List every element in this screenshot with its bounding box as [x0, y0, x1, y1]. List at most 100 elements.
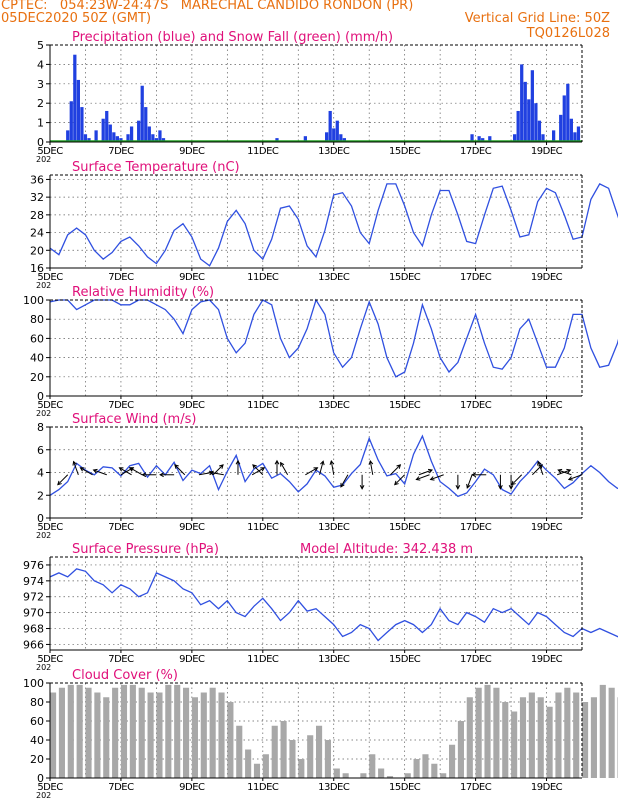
- x-year-stub: 202: [36, 791, 51, 800]
- wind-arrow-shaft: [568, 474, 583, 481]
- x-tick-label: 15DEC: [389, 782, 421, 793]
- wind-arrow: [57, 474, 69, 486]
- x-tick-label: 9DEC: [179, 522, 205, 533]
- panel-2: 0 20 40 60 80 100 5DEC 7DEC 9DEC 11DEC 13DEC 15DEC 1…: [23, 285, 618, 418]
- y-tick-label: 0: [37, 390, 44, 403]
- x-tick-label: 19DEC: [531, 522, 563, 533]
- wind-arrow-head: [118, 467, 124, 472]
- wind-arrow: [340, 474, 349, 488]
- x-year-stub: 202: [36, 531, 51, 540]
- cloud-bar: [191, 697, 198, 778]
- wind-arrow-shaft: [251, 467, 265, 476]
- x-tick-label: 19DEC: [531, 400, 563, 411]
- y-tick-label: 20: [30, 371, 44, 384]
- y-tick-label: 80: [30, 313, 44, 326]
- precip-bar: [559, 114, 563, 142]
- precip-bar: [147, 126, 151, 142]
- wind-arrow: [567, 474, 583, 481]
- wind-arrow: [174, 464, 186, 476]
- wind-arrow-head: [415, 476, 421, 481]
- wind-arrow-shaft: [209, 471, 224, 476]
- y-tick-label: 0: [37, 136, 44, 149]
- precip-bar: [80, 107, 84, 142]
- precip-bar: [481, 138, 485, 142]
- cloud-bar: [271, 725, 278, 778]
- cloud-bar: [457, 721, 464, 778]
- y-tick-label: 20: [30, 753, 44, 766]
- precip-bar: [325, 132, 329, 142]
- cloud-bar: [156, 692, 163, 778]
- precip-bar: [108, 124, 112, 142]
- precip-bar: [512, 134, 517, 142]
- cloud-bar: [138, 687, 145, 778]
- cloud-bar: [289, 740, 296, 778]
- cloud-bar: [218, 692, 225, 778]
- wind-arrow-shaft: [73, 461, 79, 475]
- cloud-bar: [103, 697, 110, 778]
- wind-arrow: [329, 459, 335, 475]
- wind-arrow-head: [280, 461, 285, 467]
- precip-bar: [66, 130, 70, 142]
- wind-arrow: [92, 468, 107, 476]
- x-tick-label: 5DEC: [37, 654, 63, 665]
- cloud-bar: [511, 711, 518, 778]
- y-tick-label: 36: [30, 173, 44, 186]
- x-tick-label: 11DEC: [247, 146, 279, 157]
- precip-bar: [140, 85, 144, 142]
- cloud-bar: [502, 702, 509, 778]
- wind-arrow: [319, 460, 325, 475]
- wind-arrow: [537, 460, 544, 475]
- cloud-bar: [360, 773, 367, 778]
- y-tick-label: 8: [37, 421, 44, 434]
- cloud-bar: [236, 725, 243, 778]
- wind-arrow-head: [129, 467, 135, 472]
- x-year-stub: 202: [36, 409, 51, 418]
- cloud-bar: [316, 725, 323, 778]
- y-tick-label: 20: [30, 244, 44, 257]
- wind-arrow: [251, 467, 266, 476]
- precip-bar: [527, 99, 531, 142]
- precip-bar: [339, 134, 343, 142]
- precip-bar: [566, 83, 570, 142]
- cloud-bar: [253, 763, 261, 778]
- wind-arrow-shaft: [119, 467, 132, 476]
- x-tick-label: 15DEC: [389, 272, 421, 283]
- cloud-bar: [555, 692, 562, 778]
- precip-bar: [328, 110, 332, 142]
- wind-arrow: [235, 459, 241, 475]
- wind-arrow-shaft: [340, 474, 349, 488]
- x-tick-label: 11DEC: [247, 654, 279, 665]
- wind-arrow-shaft: [319, 461, 324, 475]
- panel-4: 966 968 970 972 974 976 5DEC 7DEC 9DEC 11DEC 13DEC…: [23, 542, 618, 672]
- precip-bar: [94, 130, 98, 142]
- wind-arrow: [159, 472, 175, 478]
- panel-5: 0 20 40 60 80 100 5DEC 7DEC 9DEC 11DEC 13DEC 15DEC 1…: [23, 668, 618, 800]
- precip-bar: [275, 138, 279, 142]
- cloud-bar: [200, 692, 207, 778]
- wind-arrow: [415, 474, 430, 481]
- panel-title: Relative Humidity (%): [72, 285, 214, 300]
- cloud-bar: [573, 692, 580, 778]
- precip-bar: [76, 79, 80, 142]
- y-tick-label: 6: [37, 444, 44, 457]
- wind-arrow-head: [174, 464, 179, 469]
- cloud-bar: [58, 687, 65, 778]
- cloud-bar: [174, 684, 181, 778]
- precip-bar: [101, 118, 105, 142]
- wind-arrow-head: [340, 482, 345, 488]
- x-tick-label: 19DEC: [531, 146, 563, 157]
- wind-arrow: [129, 467, 143, 476]
- precip-bar: [158, 130, 162, 142]
- y-tick-label: 4: [37, 467, 44, 480]
- x-tick-label: 13DEC: [318, 146, 350, 157]
- wind-arrow-shaft: [57, 474, 69, 486]
- precip-bar: [576, 126, 581, 142]
- panel-0: 0 1 2 3 4 5 5DEC 7DEC 9DEC 11DEC 13DEC 15DEC 17DEC 19…: [36, 30, 583, 164]
- x-tick-label: 17DEC: [460, 522, 492, 533]
- series-line-1: [49, 183, 618, 267]
- x-tick-label: 15DEC: [389, 400, 421, 411]
- panel-title: Cloud Cover (%): [72, 668, 178, 683]
- wind-arrow: [390, 464, 402, 476]
- precip-bar: [520, 64, 524, 142]
- wind-arrow: [557, 468, 572, 476]
